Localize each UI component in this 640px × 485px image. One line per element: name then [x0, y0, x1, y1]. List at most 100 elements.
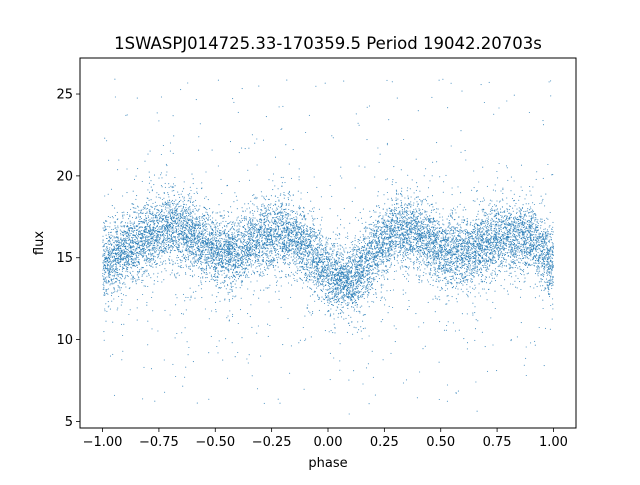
- data-point: [357, 267, 359, 269]
- data-point: [190, 189, 192, 192]
- data-point: [263, 289, 265, 291]
- data-point: [481, 257, 483, 259]
- data-point: [369, 254, 372, 256]
- data-point: [196, 227, 198, 229]
- data-point: [208, 318, 210, 320]
- data-point: [398, 251, 400, 254]
- data-point: [227, 239, 229, 241]
- data-point: [380, 321, 382, 323]
- data-point: [229, 278, 231, 280]
- data-point: [141, 234, 143, 236]
- data-point: [124, 276, 126, 278]
- data-point: [127, 251, 129, 254]
- data-point: [168, 241, 170, 243]
- data-point: [491, 212, 493, 214]
- data-point: [382, 219, 384, 221]
- data-point: [401, 240, 403, 242]
- data-point: [329, 288, 331, 290]
- data-point: [292, 149, 294, 151]
- data-point: [502, 233, 504, 235]
- data-point: [446, 254, 448, 256]
- data-point: [363, 258, 366, 260]
- data-point: [169, 204, 171, 206]
- data-point: [181, 313, 183, 315]
- data-point: [274, 243, 276, 245]
- data-point: [397, 198, 399, 200]
- data-point: [314, 218, 316, 220]
- data-point: [232, 260, 234, 262]
- data-point: [389, 289, 392, 292]
- data-point: [391, 254, 393, 256]
- data-point: [509, 212, 511, 214]
- data-point: [138, 245, 140, 247]
- data-point: [497, 177, 499, 179]
- data-point: [465, 242, 467, 244]
- data-point: [237, 257, 239, 259]
- data-point: [300, 192, 302, 194]
- data-point: [300, 228, 303, 230]
- data-point: [461, 230, 463, 232]
- data-point: [522, 246, 524, 249]
- data-point: [271, 208, 273, 210]
- data-point: [312, 217, 314, 219]
- data-point: [545, 253, 547, 255]
- data-point: [435, 297, 437, 299]
- data-point: [134, 253, 136, 255]
- data-point: [184, 255, 186, 257]
- data-point: [434, 247, 436, 250]
- data-point: [501, 215, 503, 217]
- data-point: [531, 228, 533, 230]
- data-point: [479, 253, 481, 255]
- data-point: [208, 398, 210, 400]
- data-point: [494, 274, 496, 276]
- data-point: [453, 243, 455, 245]
- data-point: [543, 365, 545, 367]
- data-point: [169, 314, 171, 316]
- data-point: [179, 206, 181, 208]
- data-point: [148, 254, 150, 256]
- data-point: [234, 192, 236, 194]
- data-point: [199, 260, 201, 262]
- data-point: [412, 222, 414, 224]
- data-point: [301, 279, 303, 281]
- data-point: [382, 263, 384, 265]
- data-point: [508, 212, 510, 214]
- data-point: [281, 218, 283, 220]
- data-point: [331, 261, 334, 263]
- data-point: [422, 232, 424, 234]
- data-point: [283, 241, 285, 243]
- data-point: [136, 246, 138, 248]
- data-point: [217, 256, 219, 258]
- data-point: [122, 214, 124, 216]
- data-point: [521, 259, 523, 261]
- data-point: [317, 234, 319, 237]
- data-point: [477, 252, 479, 254]
- data-point: [111, 215, 113, 218]
- data-point: [103, 250, 105, 252]
- data-point: [238, 224, 240, 226]
- data-point: [438, 268, 440, 271]
- data-point: [105, 281, 107, 283]
- data-point: [260, 209, 262, 211]
- data-point: [269, 324, 271, 327]
- data-point: [263, 252, 265, 254]
- data-point: [351, 249, 353, 251]
- data-point: [328, 237, 330, 239]
- data-point: [510, 238, 512, 241]
- data-point: [507, 240, 509, 242]
- data-point: [188, 267, 190, 269]
- data-point: [373, 261, 375, 263]
- data-point: [360, 247, 363, 250]
- data-point: [479, 238, 482, 240]
- data-point: [313, 231, 316, 233]
- data-point: [194, 226, 196, 228]
- data-point: [329, 268, 331, 270]
- data-point: [266, 267, 268, 269]
- data-point: [425, 219, 428, 221]
- data-point: [235, 261, 237, 263]
- data-point: [272, 180, 274, 182]
- data-point: [107, 215, 109, 218]
- data-point: [225, 233, 227, 235]
- data-point: [462, 216, 464, 218]
- data-point: [372, 238, 374, 241]
